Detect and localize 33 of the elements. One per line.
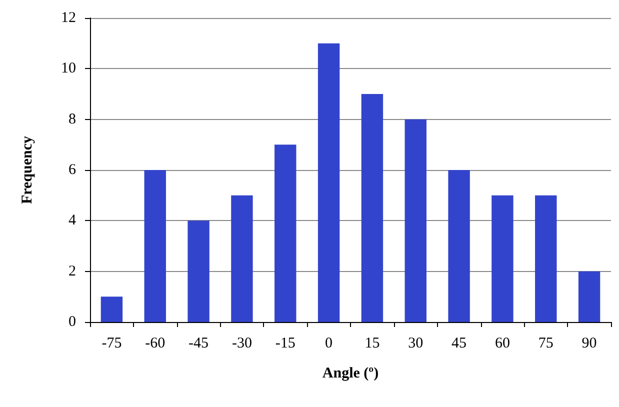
- x-tick-label: -45: [188, 336, 209, 352]
- bar: [578, 271, 600, 322]
- x-tick-label: -30: [232, 336, 252, 352]
- x-tick-label: 30: [408, 336, 424, 352]
- y-tick-label: 8: [68, 111, 76, 128]
- bar: [535, 195, 557, 322]
- y-tick-label: 2: [68, 263, 76, 280]
- y-tick-label: 0: [68, 314, 76, 330]
- bar: [318, 43, 340, 322]
- bar: [448, 170, 470, 322]
- x-tick-label: -75: [102, 336, 122, 352]
- bar: [231, 195, 253, 322]
- x-tick-label: 90: [582, 336, 597, 352]
- bar: [100, 296, 123, 322]
- x-tick-label: -60: [145, 336, 166, 352]
- y-tick-label: 10: [61, 60, 76, 77]
- x-tick-label: 15: [364, 336, 380, 352]
- bar: [274, 144, 296, 322]
- bar: [144, 170, 166, 322]
- bar: [492, 195, 514, 322]
- x-tick-label: 60: [494, 336, 510, 352]
- bar: [188, 220, 210, 322]
- x-tick-label: 0: [325, 336, 333, 352]
- bar: [404, 119, 426, 322]
- x-tick-label: 45: [452, 336, 467, 352]
- x-tick-label: 75: [538, 336, 554, 352]
- bar: [361, 94, 384, 322]
- x-tick-label: -15: [275, 336, 296, 352]
- x-axis-title: Angle (º): [322, 366, 379, 382]
- y-tick-label: 4: [68, 212, 76, 229]
- y-tick-label: 12: [61, 10, 76, 26]
- y-tick-label: 6: [68, 162, 76, 178]
- y-axis-title: Frequency: [20, 135, 36, 204]
